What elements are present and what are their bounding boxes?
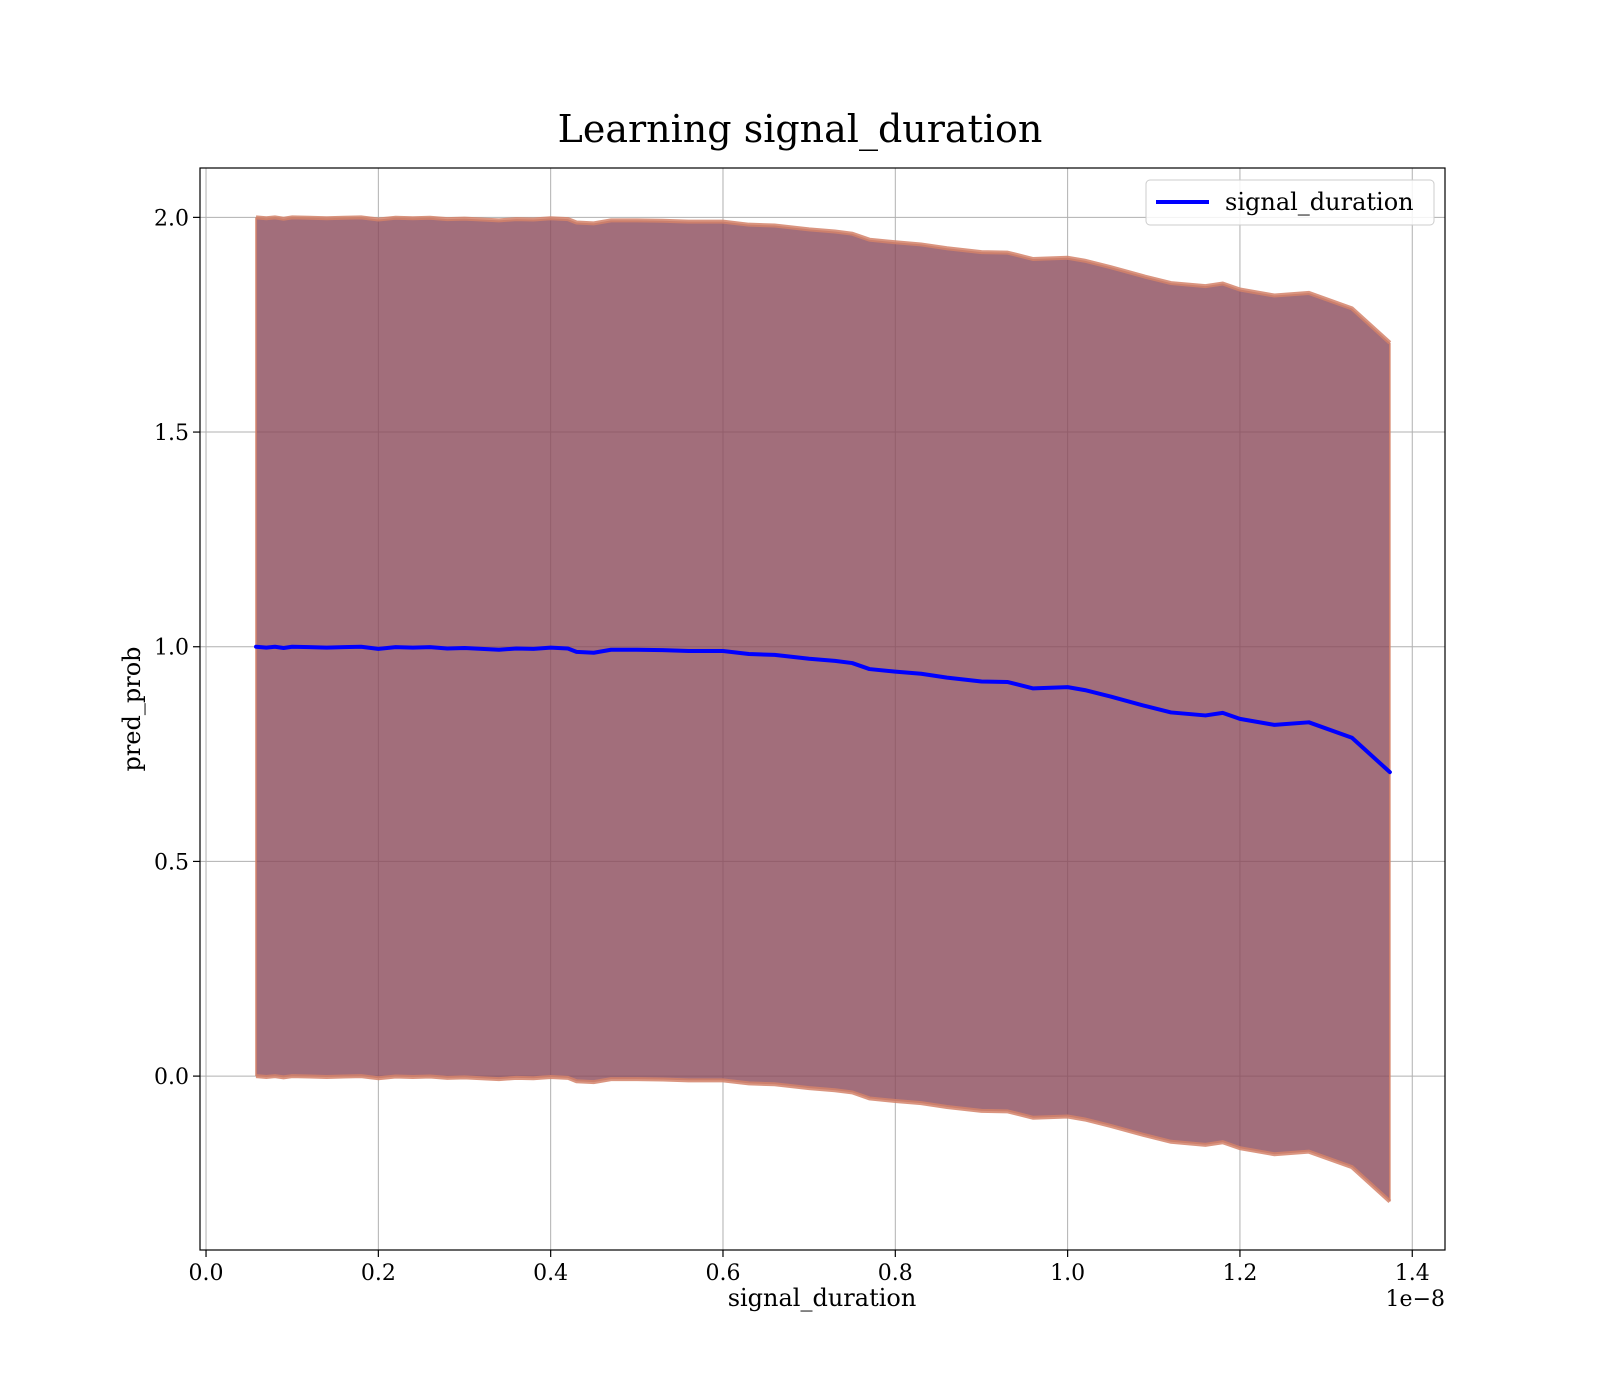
y-axis-label: pred_prob	[118, 646, 146, 771]
y-tick-label: 1.0	[154, 636, 189, 661]
x-tick-label: 0.4	[533, 1261, 568, 1286]
confidence-band	[256, 217, 1390, 1202]
y-tick-label: 1.5	[154, 421, 189, 446]
series-line-layer	[254, 644, 1392, 775]
band-upper-edge	[255, 215, 1392, 345]
x-tick-label: 0.8	[878, 1261, 913, 1286]
x-axis-offset-label: 1e−8	[1386, 1287, 1445, 1312]
x-axis-ticks: 0.0 0.2 0.4 0.6 0.8 1.0 1.2 1.4	[189, 1250, 1430, 1286]
chart-title: Learning signal_duration	[558, 107, 1043, 152]
y-tick-label: 0.0	[154, 1065, 189, 1090]
x-tick-label: 0.6	[705, 1261, 740, 1286]
y-axis-ticks: 0.0 0.5 1.0 1.5 2.0	[154, 206, 200, 1090]
y-tick-label: 0.5	[154, 850, 189, 875]
series-line-signal-duration	[254, 644, 1392, 775]
y-tick-label: 2.0	[154, 206, 189, 231]
x-tick-label: 1.2	[1222, 1261, 1257, 1286]
legend-box	[1145, 179, 1435, 226]
x-tick-label: 1.4	[1395, 1261, 1430, 1286]
x-axis-label: signal_duration	[728, 1284, 917, 1312]
plot-frame	[199, 167, 1446, 1251]
confidence-band-layer	[255, 215, 1392, 1203]
legend: signal_duration	[1145, 179, 1435, 226]
band-lower-edge	[255, 1074, 1392, 1203]
x-tick-label: 0.0	[189, 1261, 224, 1286]
x-tick-label: 1.0	[1050, 1261, 1085, 1286]
legend-label: signal_duration	[1225, 188, 1414, 216]
x-tick-label: 0.2	[361, 1261, 396, 1286]
